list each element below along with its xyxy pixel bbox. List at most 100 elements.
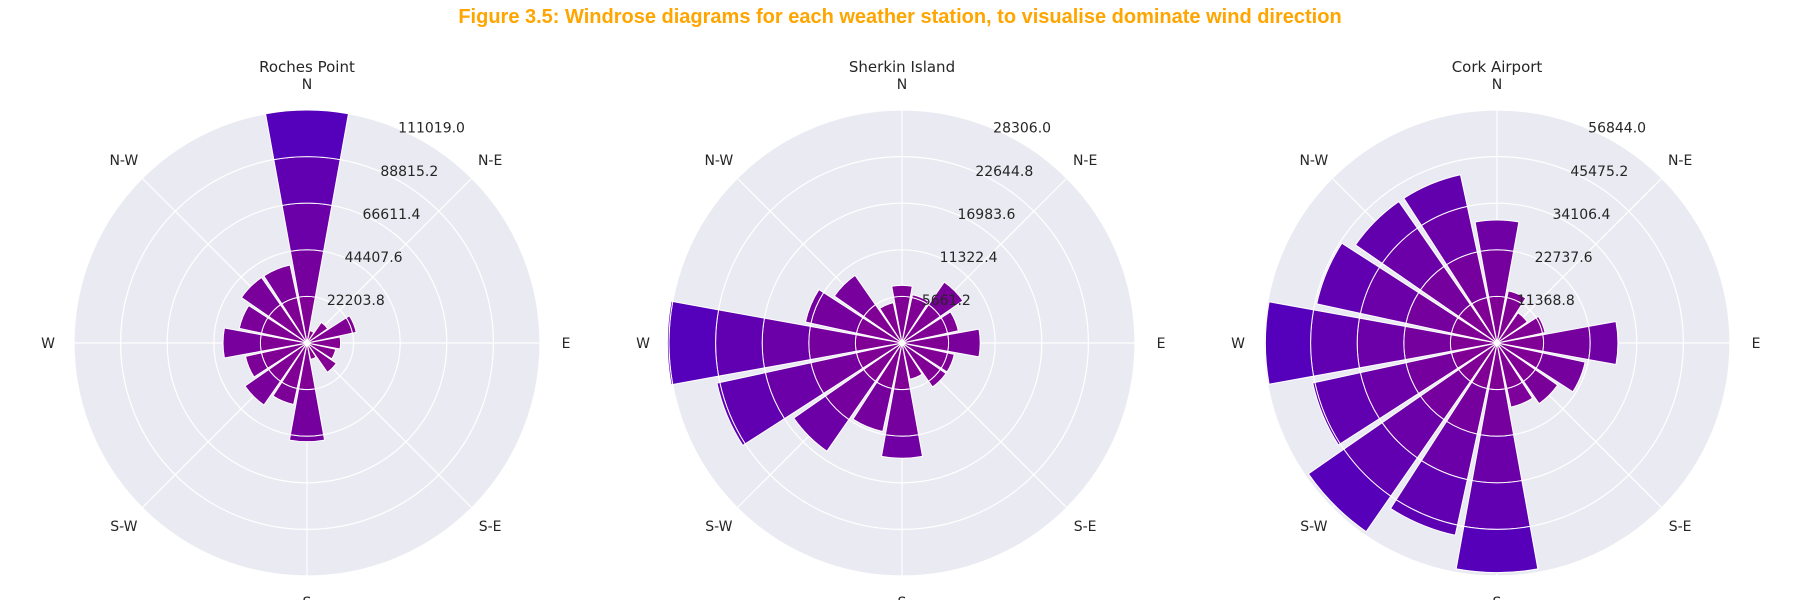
windrose-bar-135 (901, 342, 947, 388)
bar-segment (306, 342, 317, 361)
bar-segment (1389, 499, 1459, 536)
direction-label-e: E (562, 336, 571, 352)
direction-label-s-w: S-W (110, 519, 137, 535)
windrose-bar-315 (1354, 200, 1498, 344)
windrose-bar-337.5 (1403, 174, 1498, 344)
radial-tick-labels: 11368.8 22737.6 34106.4 45475.2 56844.0 (1517, 121, 1646, 309)
windrose-bar-247.5 (244, 342, 308, 378)
bar-segment (264, 109, 350, 161)
direction-label-s: S (303, 595, 312, 600)
windrose-bar-337.5 (263, 264, 308, 344)
bar-segment (1316, 242, 1381, 314)
windrose-bar-247.5 (1312, 342, 1498, 446)
windrose-bar-270 (666, 300, 903, 386)
bar-segment (1471, 434, 1523, 484)
bar-segment (1403, 174, 1468, 227)
windrose-bar-315 (833, 274, 903, 344)
bar-segment (345, 315, 357, 334)
bar-segment (947, 328, 981, 358)
direction-label-n-e: N-E (478, 153, 502, 169)
direction-label-n: N (897, 77, 907, 93)
bar-segment (263, 264, 298, 305)
direction-label-w: W (41, 336, 55, 352)
windrose-bar-67.5 (1496, 315, 1546, 344)
direction-label-n: N (302, 77, 312, 93)
windrose-bar-135 (1496, 342, 1559, 405)
subplot-title: Roches Point (259, 58, 355, 76)
direction-labels: N N-E E S-E S S-W W N-W (636, 77, 1165, 600)
bar-segment (306, 321, 329, 344)
bar-segment (273, 156, 341, 207)
windrose-bar-202.5 (852, 342, 903, 433)
bar-segment (879, 302, 903, 344)
bar-segment (1463, 479, 1531, 530)
windrose-bar-22.5 (1496, 290, 1527, 344)
radial-tick-label: 5661.2 (922, 293, 971, 309)
windrose-bar-157.5 (901, 342, 923, 380)
bar-segment (281, 202, 333, 252)
windrose-bar-180 (288, 342, 326, 443)
windrose-bar-112.5 (1496, 342, 1586, 393)
windrose-bar-225 (244, 342, 308, 406)
subplot-title: Sherkin Island (849, 58, 955, 76)
radial-tick-label: 44407.6 (345, 250, 403, 266)
bar-segment (306, 342, 338, 374)
radial-tick-label: 22737.6 (1535, 250, 1593, 266)
direction-label-s: S (1493, 595, 1502, 600)
subplot-title: Cork Airport (1452, 58, 1543, 76)
angular-gridline (306, 342, 473, 509)
bar-segment (222, 327, 262, 359)
radial-tick-label: 56844.0 (1588, 121, 1646, 137)
bar-segment (901, 342, 923, 380)
windrose-bar-45 (1496, 311, 1529, 344)
radial-tick-label: 111019.0 (398, 121, 465, 137)
windrose-bar-135 (306, 342, 338, 374)
direction-label-n-w: N-W (1299, 153, 1328, 169)
bar-segment (1312, 381, 1341, 446)
direction-label-n-e: N-E (1668, 153, 1692, 169)
radial-tick-label: 88815.2 (380, 164, 438, 180)
windrose-bar-67.5 (901, 311, 959, 344)
windrose-bar-337.5 (879, 302, 903, 344)
windrose-sherkin-island: 5661.2 11322.4 16983.6 22644.8 28306.0 N N-E E S… (636, 58, 1165, 600)
direction-label-n-w: N-W (109, 153, 138, 169)
windrose-bar-90 (901, 328, 981, 358)
bar-segment (288, 434, 326, 443)
bar-segment (1588, 320, 1619, 366)
direction-label-s-e: S-E (1669, 519, 1692, 535)
windrose-bar-157.5 (1496, 342, 1534, 408)
windrose-bar-45 (306, 321, 329, 344)
bar-segment (804, 288, 825, 324)
bar-segment (852, 381, 893, 433)
bar-segment (1506, 290, 1527, 305)
bar-segment (238, 304, 269, 334)
bar-segment (1307, 448, 1392, 533)
radial-tick-labels: 5661.2 11322.4 16983.6 22644.8 28306.0 (922, 121, 1051, 309)
bar-segment (666, 300, 674, 386)
windrose-bar-270 (1264, 301, 1498, 385)
bar-segment (761, 317, 811, 369)
direction-label-s-w: S-W (1300, 519, 1327, 535)
bar-segment (240, 276, 282, 318)
bar-segment (715, 309, 766, 377)
direction-label-w: W (1231, 336, 1245, 352)
windrose-bar-225 (1307, 342, 1498, 533)
windrose-roches-point: 22203.8 44407.6 66611.4 88815.2 111019.0 N N-E… (41, 58, 570, 600)
bar-segment (940, 311, 959, 334)
direction-label-s-e: S-E (479, 519, 502, 535)
windrose-bar-270 (222, 327, 308, 359)
windrose-bars (1264, 174, 1619, 573)
radial-gridline (1263, 109, 1731, 577)
bar-segment (1535, 315, 1546, 334)
direction-label-n-w: N-W (704, 153, 733, 169)
windrose-bar-202.5 (272, 342, 308, 406)
bar-segment (244, 368, 282, 406)
windrose-bar-180 (880, 342, 924, 459)
windrose-bar-157.5 (306, 342, 317, 361)
angular-gridline (1496, 177, 1663, 344)
radial-tick-label: 16983.6 (957, 207, 1015, 223)
direction-label-e: E (1157, 336, 1166, 352)
direction-label-n: N (1492, 77, 1502, 93)
radial-tick-label: 45475.2 (1570, 164, 1628, 180)
